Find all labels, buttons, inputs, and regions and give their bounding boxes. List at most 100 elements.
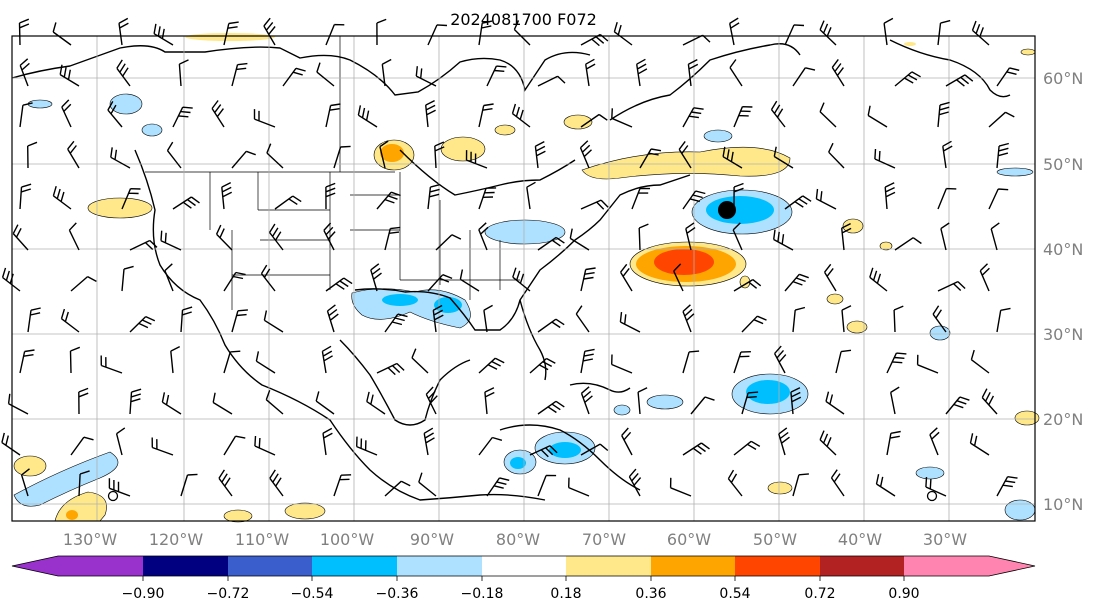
wind-barb: [773, 146, 794, 169]
wind-barb: [929, 427, 940, 456]
wind-barb: [729, 59, 743, 87]
wind-barb: [107, 101, 123, 128]
wind-barb: [435, 234, 462, 251]
wind-barb: [890, 386, 900, 415]
wind-barb: [478, 222, 489, 251]
wind-barb: [121, 188, 141, 210]
wind-barb: [534, 140, 546, 169]
lon-label: 60°W: [667, 530, 711, 549]
map-title: 2024081700 F072: [450, 10, 597, 29]
wind-barb: [61, 99, 72, 128]
wind-barb: [729, 17, 740, 46]
wind-barb: [996, 142, 1009, 169]
wind-barb: [100, 355, 123, 374]
colorbar-segment: [651, 556, 735, 576]
gridlines: [12, 36, 1035, 521]
wind-barb: [621, 427, 633, 456]
wind-barb: [893, 305, 904, 333]
wind-barb: [178, 59, 189, 87]
wind-barb: [19, 183, 32, 210]
anomaly-contours: [13, 33, 1040, 523]
wind-barb: [937, 187, 957, 210]
wind-barb: [841, 222, 852, 251]
wind-barb: [579, 140, 592, 169]
wind-barb: [835, 349, 852, 374]
wind-barb: [988, 111, 1015, 128]
wind-barb: [384, 226, 401, 251]
wind-barb: [333, 145, 351, 169]
wind-barb: [323, 222, 336, 251]
wind-barb: [370, 263, 382, 292]
wind-barb: [223, 271, 246, 292]
wind-barb: [172, 106, 193, 128]
wind-barb: [19, 349, 35, 374]
wind-barb: [18, 18, 30, 46]
wind-barb: [153, 23, 174, 46]
wind-barb: [211, 100, 225, 128]
wind-barb: [269, 223, 284, 251]
wind-barb: [384, 480, 411, 497]
colorbar-segment: [228, 556, 312, 576]
wind-barb: [942, 140, 953, 169]
wind-barb: [988, 188, 1009, 210]
wind-barb: [867, 105, 888, 128]
map-plot-area: [1, 17, 1040, 523]
wind-barb: [790, 387, 802, 415]
wind-barb: [819, 430, 837, 456]
wind-barb: [682, 107, 704, 128]
wind-barb: [580, 443, 609, 456]
wind-barb: [325, 182, 336, 210]
wind-barb: [418, 472, 437, 497]
wind-barb: [1, 432, 21, 456]
wind-barb: [52, 22, 72, 46]
wind-barb: [180, 306, 193, 333]
wind-barb: [269, 469, 284, 497]
wind-barb: [427, 183, 441, 210]
wind-barb: [266, 143, 284, 169]
wind-barb: [321, 345, 333, 374]
wind-barb: [825, 391, 845, 415]
colorbar-tick-label: −0.36: [376, 586, 419, 602]
colorbar-tick-label: −0.72: [207, 586, 250, 602]
wind-barb: [381, 58, 392, 87]
colorbar-segment: [820, 556, 904, 576]
wind-barb: [478, 103, 494, 128]
wind-barb: [376, 191, 401, 210]
wind-barb: [638, 223, 649, 251]
wind-barb: [741, 315, 767, 333]
wind-barbs: [1, 17, 1020, 497]
wind-barb: [937, 101, 950, 128]
wind-barb: [682, 350, 700, 374]
wind-barb: [784, 273, 809, 292]
wind-barb: [580, 199, 609, 210]
wind-barb: [580, 348, 595, 374]
wind-barb: [20, 468, 30, 497]
lat-label: 20°N: [1043, 410, 1083, 429]
wind-barb: [218, 469, 233, 497]
wind-barb: [215, 224, 233, 251]
wind-barb: [356, 436, 378, 456]
wind-barb: [925, 476, 947, 497]
wind-barb: [620, 263, 633, 292]
wind-barb: [478, 20, 493, 46]
wind-barb: [161, 392, 182, 415]
wind-barb: [180, 473, 198, 497]
wind-barb: [537, 236, 565, 251]
wind-barb: [223, 350, 241, 374]
wind-barb: [733, 106, 753, 128]
colorbar: −0.90 −0.72 −0.54 −0.36 −0.18 0.18 0.36 …: [11, 555, 1036, 602]
wind-barb: [894, 237, 922, 251]
colorbar-tick-label: −0.54: [291, 586, 334, 602]
wind-barb: [580, 113, 608, 128]
wind-barb: [886, 430, 901, 456]
wind-barb: [773, 229, 794, 251]
wind-barb: [784, 195, 812, 210]
wind-barb: [937, 19, 951, 46]
wind-barb: [255, 351, 276, 374]
wind-barb: [611, 354, 633, 374]
lat-label: 50°N: [1043, 155, 1083, 174]
wind-barb: [690, 396, 715, 415]
wind-barb: [819, 102, 837, 128]
colorbar-tick-label: 0.90: [888, 586, 919, 602]
